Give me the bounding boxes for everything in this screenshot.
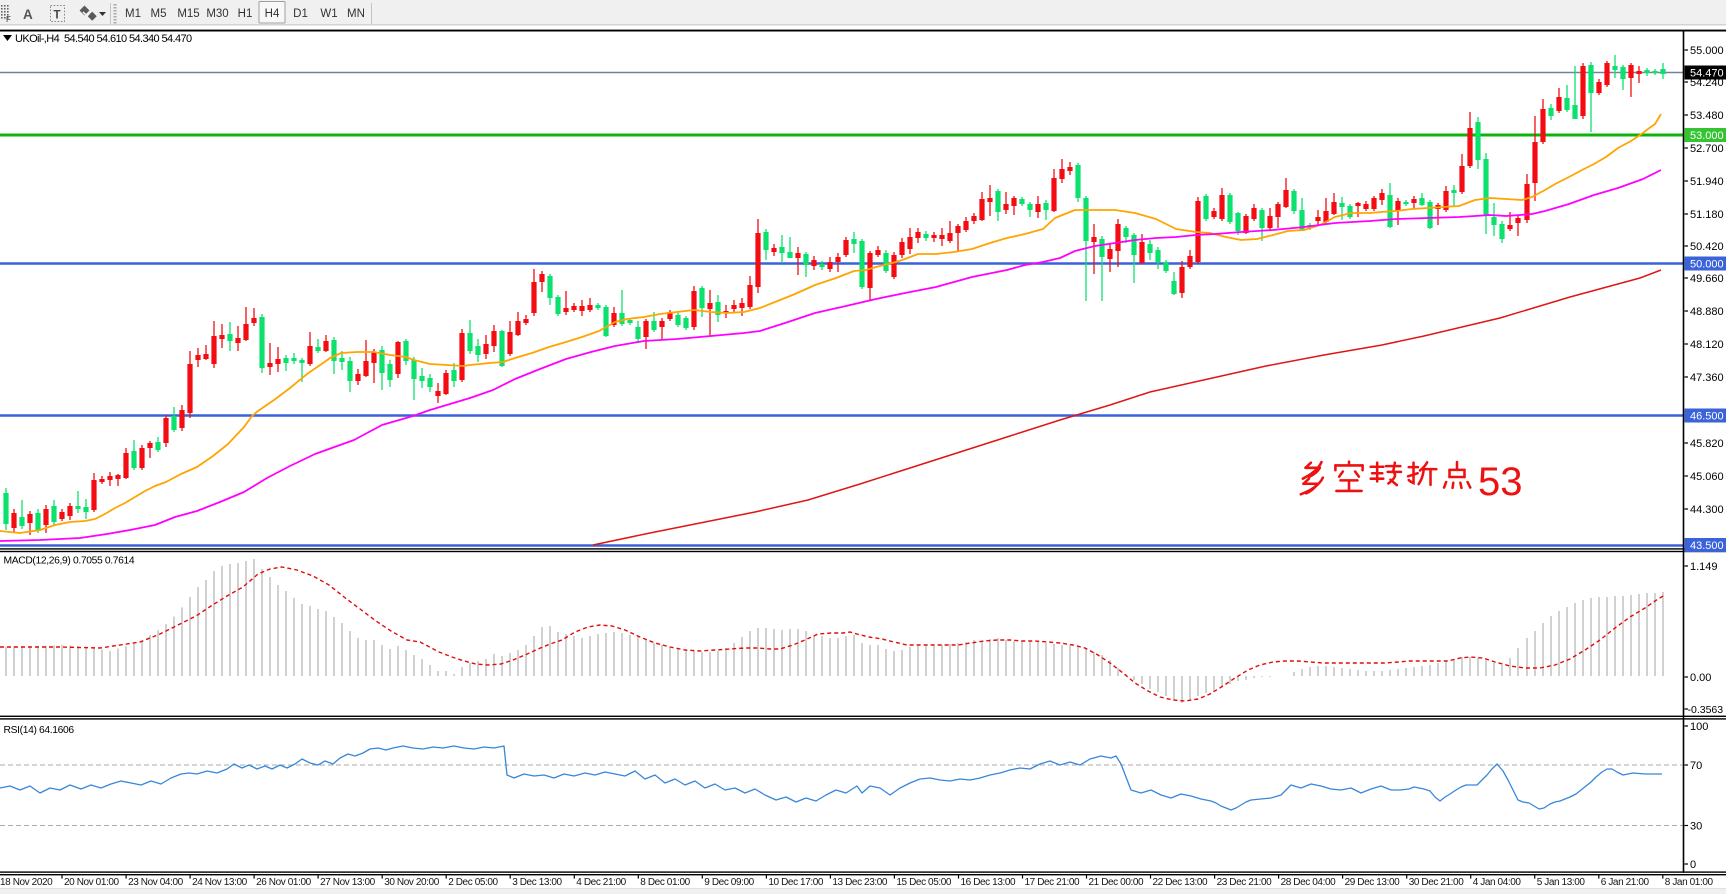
- svg-text:A: A: [23, 7, 33, 22]
- svg-text:47.360: 47.360: [1690, 372, 1724, 384]
- svg-text:45.060: 45.060: [1690, 471, 1724, 483]
- svg-text:F: F: [6, 15, 11, 24]
- svg-text:T: T: [54, 10, 61, 22]
- svg-text:100: 100: [1690, 721, 1708, 733]
- svg-text:49.660: 49.660: [1690, 273, 1724, 285]
- svg-text:0.00: 0.00: [1690, 672, 1711, 684]
- svg-text:6 Jan 21:00: 6 Jan 21:00: [1601, 877, 1650, 888]
- svg-text:4 Jan 04:00: 4 Jan 04:00: [1473, 877, 1522, 888]
- svg-text:RSI(14) 64.1606: RSI(14) 64.1606: [4, 725, 75, 736]
- svg-text:30 Dec 21:00: 30 Dec 21:00: [1409, 877, 1465, 888]
- svg-text:8 Dec 01:00: 8 Dec 01:00: [640, 877, 690, 888]
- svg-text:23 Nov 04:00: 23 Nov 04:00: [128, 877, 184, 888]
- svg-text:M15: M15: [177, 8, 199, 20]
- svg-text:21 Dec 00:00: 21 Dec 00:00: [1089, 877, 1145, 888]
- svg-text:53: 53: [1478, 460, 1523, 504]
- svg-text:52.700: 52.700: [1690, 143, 1724, 155]
- svg-text:M5: M5: [151, 8, 167, 20]
- svg-text:53.000: 53.000: [1690, 130, 1724, 142]
- svg-text:15 Dec 05:00: 15 Dec 05:00: [896, 877, 952, 888]
- svg-text:30: 30: [1690, 821, 1702, 833]
- svg-text:0: 0: [1690, 859, 1696, 871]
- svg-text:48.880: 48.880: [1690, 306, 1724, 318]
- svg-text:H4: H4: [265, 8, 280, 20]
- svg-text:22 Dec 13:00: 22 Dec 13:00: [1153, 877, 1209, 888]
- svg-text:17 Dec 21:00: 17 Dec 21:00: [1025, 877, 1081, 888]
- svg-text:M30: M30: [206, 8, 228, 20]
- svg-text:H1: H1: [238, 8, 253, 20]
- svg-text:13 Dec 23:00: 13 Dec 23:00: [832, 877, 888, 888]
- svg-text:10 Dec 17:00: 10 Dec 17:00: [768, 877, 824, 888]
- svg-text:48.120: 48.120: [1690, 339, 1724, 351]
- svg-text:28 Dec 04:00: 28 Dec 04:00: [1281, 877, 1337, 888]
- svg-text:5 Jan 13:00: 5 Jan 13:00: [1537, 877, 1586, 888]
- svg-text:MACD(12,26,9) 0.7055 0.7614: MACD(12,26,9) 0.7055 0.7614: [4, 556, 135, 567]
- svg-text:20 Nov 01:00: 20 Nov 01:00: [64, 877, 120, 888]
- svg-text:24 Nov 13:00: 24 Nov 13:00: [192, 877, 248, 888]
- svg-text:50.000: 50.000: [1690, 259, 1724, 271]
- svg-text:30 Nov 20:00: 30 Nov 20:00: [384, 877, 440, 888]
- svg-text:53.480: 53.480: [1690, 110, 1724, 122]
- svg-text:UKOil-,H4 54.540 54.610 54.34: UKOil-,H4 54.540 54.610 54.340 54.470: [15, 33, 192, 45]
- svg-text:26 Nov 01:00: 26 Nov 01:00: [256, 877, 312, 888]
- svg-text:50.420: 50.420: [1690, 241, 1724, 253]
- svg-text:16 Dec 13:00: 16 Dec 13:00: [961, 877, 1017, 888]
- svg-text:23 Dec 21:00: 23 Dec 21:00: [1217, 877, 1273, 888]
- svg-text:D1: D1: [293, 8, 308, 20]
- svg-text:M1: M1: [125, 8, 141, 20]
- svg-text:51.180: 51.180: [1690, 209, 1724, 221]
- svg-text:55.000: 55.000: [1690, 45, 1724, 57]
- svg-text:9 Dec 09:00: 9 Dec 09:00: [704, 877, 754, 888]
- svg-text:44.300: 44.300: [1690, 504, 1724, 516]
- svg-text:45.820: 45.820: [1690, 438, 1724, 450]
- svg-text:1.149: 1.149: [1690, 561, 1718, 573]
- svg-text:MN: MN: [347, 8, 365, 20]
- svg-text:3 Dec 13:00: 3 Dec 13:00: [512, 877, 562, 888]
- svg-text:18 Nov 2020: 18 Nov 2020: [0, 877, 53, 888]
- svg-text:8 Jan 01:00: 8 Jan 01:00: [1665, 877, 1714, 888]
- svg-text:27 Nov 13:00: 27 Nov 13:00: [320, 877, 376, 888]
- svg-text:43.500: 43.500: [1690, 540, 1724, 552]
- svg-text:-0.3563: -0.3563: [1688, 704, 1724, 716]
- svg-text:51.940: 51.940: [1690, 176, 1724, 188]
- svg-text:46.500: 46.500: [1690, 411, 1724, 423]
- svg-text:2 Dec 05:00: 2 Dec 05:00: [448, 877, 498, 888]
- svg-text:70: 70: [1690, 760, 1702, 772]
- svg-text:54.240: 54.240: [1690, 77, 1724, 89]
- svg-text:29 Dec 13:00: 29 Dec 13:00: [1345, 877, 1401, 888]
- svg-text:4 Dec 21:00: 4 Dec 21:00: [576, 877, 626, 888]
- svg-text:54.470: 54.470: [1690, 68, 1724, 80]
- svg-text:W1: W1: [320, 8, 337, 20]
